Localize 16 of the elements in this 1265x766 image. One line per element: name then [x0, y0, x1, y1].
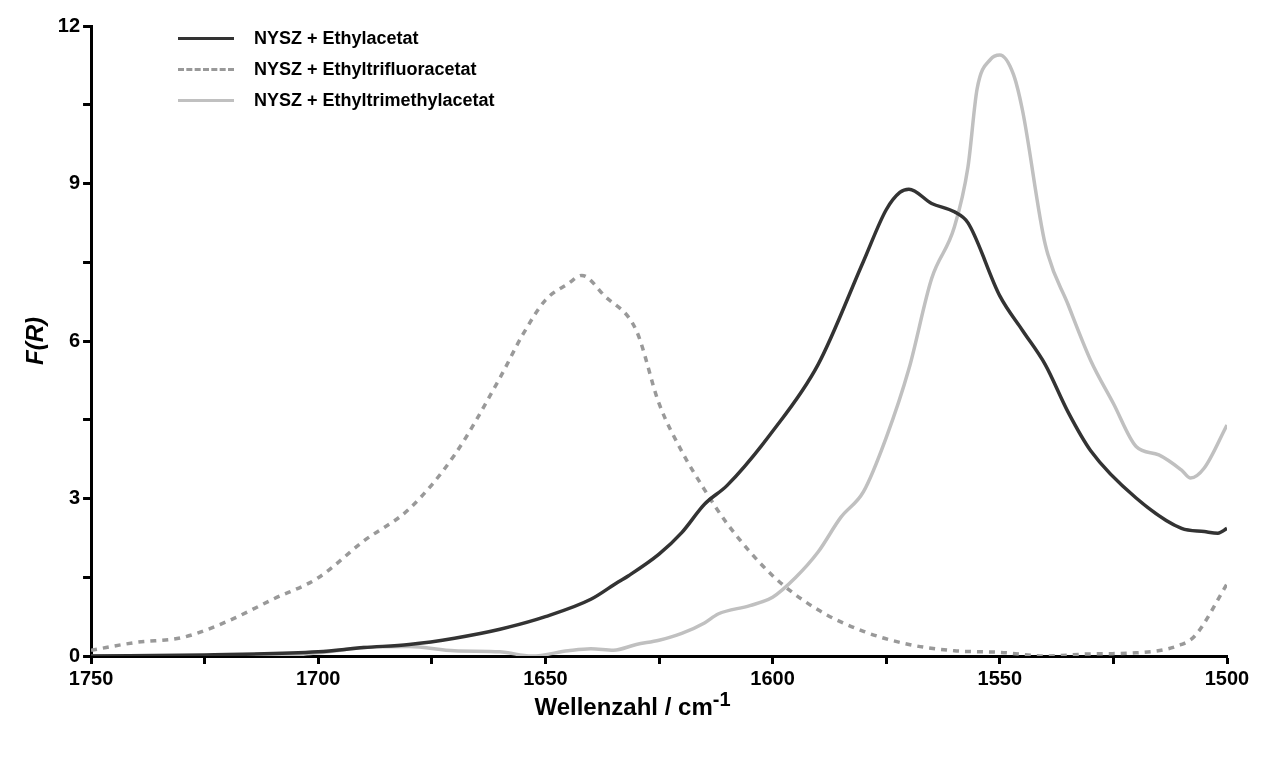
y-tick-label: 9 — [68, 171, 81, 194]
x-tick-label: 1650 — [523, 666, 568, 689]
y-axis-title: F(R) — [21, 317, 49, 365]
x-tick-label: 1550 — [977, 666, 1023, 689]
x-tick-label: 1600 — [750, 666, 795, 689]
y-tick-label: 12 — [57, 13, 81, 36]
y-tick-label: 6 — [68, 328, 81, 351]
legend-label: NYSZ + Ethylacetat — [254, 28, 419, 49]
x-tick-label: 1700 — [295, 666, 341, 689]
legend-label: NYSZ + Ethyltrifluoracetat — [254, 59, 477, 80]
y-tick-label: 0 — [68, 643, 81, 666]
x-tick-label: 1750 — [68, 666, 114, 689]
x-axis-title: Wellenzahl / cm$^{-1}$ — [533, 688, 732, 721]
x-tick-label: 1500 — [1204, 666, 1250, 689]
y-tick-label: 3 — [68, 486, 81, 509]
legend-label: NYSZ + Ethyltrimethylacetat — [254, 90, 495, 111]
